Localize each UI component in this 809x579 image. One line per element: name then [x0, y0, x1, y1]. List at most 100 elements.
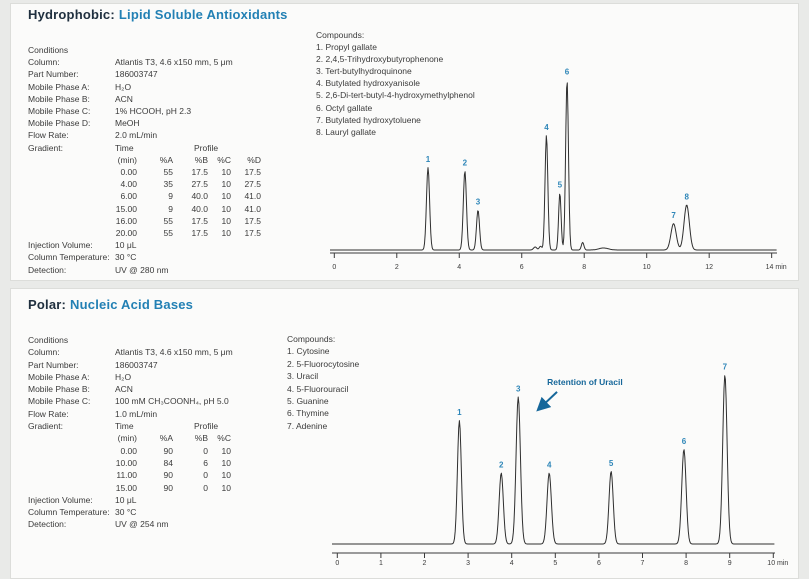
gradient-column-header: (min): [117, 154, 137, 165]
compound-item: 2. 5-Fluorocytosine: [287, 358, 360, 369]
gradient-cell: 10: [221, 179, 231, 190]
gradient-cell: 10: [221, 482, 231, 493]
condition-row: Mobile Phase A: H₂O: [28, 371, 313, 383]
gradient-time-header: Time: [115, 421, 134, 432]
gradient-cell: 0: [203, 482, 208, 493]
condition-label: Mobile Phase C:: [28, 396, 91, 407]
x-axis-tick-label: 0: [335, 560, 339, 567]
condition-row: Detection: UV @ 280 nm: [28, 264, 313, 276]
x-axis-tick-label: 2: [423, 560, 427, 567]
condition-value: 10 μL: [115, 494, 137, 505]
condition-row: Mobile Phase B: ACN: [28, 93, 313, 105]
gradient-cell: 90: [163, 482, 173, 493]
gradient-cell: 9: [168, 203, 173, 214]
condition-row: Mobile Phase A: H₂O: [28, 81, 313, 93]
peak-label-6: 6: [565, 68, 570, 77]
section-heading-hydrophobic: Hydrophobic: Lipid Soluble Antioxidants: [28, 7, 288, 22]
compound-item: 7. Butylated hydroxytoluene: [316, 114, 421, 125]
condition-label: Mobile Phase A:: [28, 371, 90, 382]
heading-title: Lipid Soluble Antioxidants: [118, 7, 288, 22]
gradient-data-row: 16.00 55 17.5 10 17.5: [28, 215, 313, 227]
condition-row: Mobile Phase C: 1% HCOOH, pH 2.3: [28, 105, 313, 117]
x-axis-tick-label: 1: [379, 560, 383, 567]
compound-item: 1. Cytosine: [287, 346, 330, 357]
condition-row: Mobile Phase D: MeOH: [28, 117, 313, 129]
x-axis-tick-label: 3: [466, 560, 470, 567]
gradient-profile-header: Profile: [194, 142, 219, 153]
gradient-cell: 90: [163, 445, 173, 456]
gradient-cell: 17.5: [191, 228, 208, 239]
condition-row: Column: Atlantis T3, 4.6 x150 mm, 5 μm: [28, 56, 313, 68]
compound-item: 3. Tert-butylhydroquinone: [316, 66, 412, 77]
gradient-cell: 35: [163, 179, 173, 190]
gradient-cell: 11.00: [116, 470, 137, 481]
gradient-cell: 17.5: [191, 215, 208, 226]
gradient-cell: 84: [163, 457, 173, 468]
x-axis-tick-label: 9: [728, 560, 732, 567]
gradient-cell: 10: [221, 445, 231, 456]
gradient-cell: 9: [168, 191, 173, 202]
gradient-cell: 16.00: [115, 215, 137, 226]
condition-label: Mobile Phase A:: [28, 81, 90, 92]
peak-label-5: 5: [558, 181, 563, 190]
condition-label: Mobile Phase C:: [28, 106, 91, 117]
gradient-cell: 10: [221, 203, 231, 214]
condition-value: 30 °C: [115, 507, 137, 518]
gradient-column-header: (min): [117, 433, 137, 444]
gradient-column-header: %A: [159, 433, 173, 444]
x-axis-tick-label: 6: [520, 264, 524, 271]
compounds-header: Compounds:: [316, 30, 365, 40]
x-axis-tick-label: 8: [582, 264, 586, 271]
section-heading-polar: Polar: Nucleic Acid Bases: [28, 297, 193, 312]
x-axis-tick-label: 10: [643, 264, 651, 271]
conditions-block-polar: Conditions Column: Atlantis T3, 4.6 x150 m…: [28, 334, 313, 531]
gradient-data-row: 0.00 55 17.5 10 17.5: [28, 166, 313, 178]
condition-row: Flow Rate: 1.0 mL/min: [28, 408, 313, 420]
gradient-cell: 41.0: [244, 191, 261, 202]
heading-prefix: Polar:: [28, 297, 67, 312]
condition-label: Column Temperature:: [28, 252, 110, 263]
condition-label: Column Temperature:: [28, 507, 110, 518]
gradient-column-header: %D: [247, 154, 261, 165]
peak-label-1: 1: [426, 155, 431, 164]
condition-label: Detection:: [28, 519, 67, 530]
peak-label-2: 2: [499, 461, 504, 470]
annotation-arrow: [536, 391, 558, 412]
annotation-text: Retention of Uracil: [547, 377, 623, 387]
conditions-header: Conditions: [28, 335, 69, 345]
gradient-cell: 40.0: [191, 203, 208, 214]
gradient-data-row: 0.00 90 0 10: [28, 445, 313, 457]
gradient-column-header: %C: [217, 154, 231, 165]
gradient-cell: 17.5: [244, 167, 261, 178]
gradient-data-row: 20.00 55 17.5 10 17.5: [28, 227, 313, 239]
condition-value: H₂O: [115, 371, 132, 382]
condition-row: Flow Rate: 2.0 mL/min: [28, 129, 313, 141]
chromatogram-trace: [330, 82, 777, 251]
gradient-cell: 27.5: [191, 179, 208, 190]
gradient-cell: 17.5: [191, 167, 208, 178]
gradient-column-header: %A: [159, 154, 173, 165]
gradient-cell: 55: [163, 215, 173, 226]
condition-label: Column:: [28, 347, 60, 358]
condition-value: ACN: [115, 93, 133, 104]
gradient-cell: 20.00: [115, 228, 137, 239]
condition-row: Column Temperature: 30 °C: [28, 251, 313, 263]
condition-row: Detection: UV @ 254 nm: [28, 518, 313, 530]
condition-label: Mobile Phase D:: [28, 118, 91, 129]
conditions-header: Conditions: [28, 45, 69, 55]
gradient-cell: 10: [221, 191, 231, 202]
gradient-cell: 10: [221, 457, 231, 468]
condition-value: 186003747: [115, 69, 158, 80]
compounds-header: Compounds:: [287, 334, 336, 344]
gradient-label: Gradient:: [28, 421, 63, 432]
gradient-cell: 6: [203, 457, 208, 468]
gradient-header-row: Gradient: Time Profile: [28, 420, 313, 432]
gradient-column-header: %B: [194, 433, 208, 444]
heading-prefix: Hydrophobic:: [28, 7, 115, 22]
compound-item: 8. Lauryl gallate: [316, 126, 377, 137]
condition-value: ACN: [115, 384, 133, 395]
gradient-cell: 0.00: [120, 167, 137, 178]
gradient-data-row: 11.00 90 0 10: [28, 469, 313, 481]
gradient-cell: 10: [221, 470, 231, 481]
